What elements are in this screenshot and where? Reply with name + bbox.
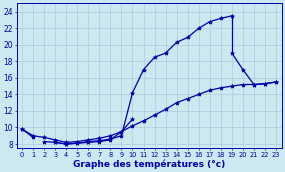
X-axis label: Graphe des températures (°c): Graphe des températures (°c) (73, 159, 225, 169)
